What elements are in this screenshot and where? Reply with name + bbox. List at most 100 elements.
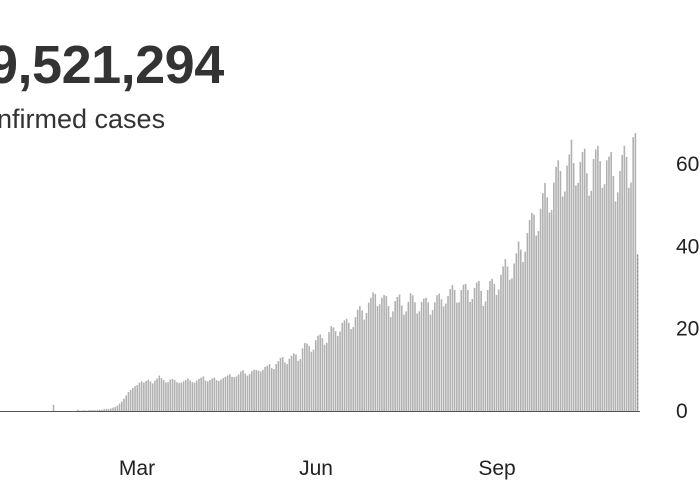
bar — [123, 398, 125, 411]
bar — [526, 233, 529, 411]
bar — [597, 145, 599, 411]
bar — [171, 378, 174, 411]
bar — [339, 331, 341, 411]
bar — [244, 373, 247, 411]
bar — [348, 322, 350, 411]
bar — [94, 410, 97, 411]
bar — [87, 410, 90, 411]
bar — [242, 370, 244, 411]
bar — [497, 289, 500, 411]
bar — [237, 374, 240, 411]
bar — [438, 293, 441, 411]
bar — [484, 301, 487, 411]
bar — [107, 408, 110, 411]
bar — [127, 392, 130, 411]
bar — [592, 159, 595, 411]
bar — [286, 364, 288, 411]
bar — [337, 336, 339, 411]
bar — [290, 355, 293, 411]
bar — [436, 295, 438, 411]
bar — [531, 212, 533, 411]
bar — [317, 335, 319, 411]
bar — [323, 344, 326, 411]
bar — [588, 195, 590, 411]
bar — [226, 375, 229, 411]
bar — [478, 280, 480, 411]
bar — [279, 357, 282, 411]
bar — [209, 380, 211, 411]
bar — [356, 309, 359, 411]
bar — [398, 294, 401, 411]
bar — [220, 379, 222, 411]
bar — [634, 133, 637, 411]
bar — [471, 299, 474, 411]
bar — [308, 345, 310, 411]
bar — [389, 317, 392, 411]
bar — [434, 302, 436, 411]
bar — [621, 154, 623, 411]
bar — [262, 369, 264, 411]
bar — [268, 364, 271, 411]
bar — [427, 302, 429, 411]
bar — [447, 296, 449, 411]
bar — [581, 152, 584, 411]
bar — [495, 294, 498, 411]
bar — [162, 380, 165, 411]
bar — [566, 165, 568, 411]
bar — [504, 259, 507, 411]
bar — [264, 366, 266, 411]
bar — [623, 145, 626, 411]
bar — [372, 292, 374, 411]
bar — [378, 304, 381, 411]
bar — [270, 368, 273, 411]
bar — [464, 283, 467, 411]
bar — [553, 182, 555, 411]
bar — [246, 375, 249, 411]
bar — [147, 379, 150, 411]
bar — [257, 370, 260, 411]
bar — [605, 160, 608, 411]
bar — [367, 302, 370, 411]
bar — [345, 318, 348, 411]
bar — [361, 310, 363, 411]
bar — [341, 322, 344, 411]
bar — [407, 301, 410, 411]
bar — [110, 408, 112, 411]
bar — [420, 301, 423, 411]
bar — [594, 149, 597, 411]
bar — [577, 182, 579, 411]
bar — [546, 197, 549, 411]
bar — [167, 382, 169, 411]
bar — [575, 185, 577, 411]
bar — [548, 212, 551, 411]
bar — [90, 410, 92, 411]
bar — [555, 166, 557, 411]
bar — [363, 319, 366, 411]
bar — [601, 187, 604, 411]
headline-label: nfirmed cases — [0, 104, 166, 134]
bar — [359, 306, 361, 411]
bar — [310, 351, 313, 411]
bar — [528, 219, 531, 411]
bar — [156, 378, 158, 411]
bar — [184, 380, 187, 411]
bar — [182, 381, 185, 411]
bar — [160, 378, 163, 411]
bar — [460, 289, 463, 411]
bar — [158, 375, 161, 411]
bar — [105, 408, 108, 411]
bar — [215, 380, 218, 411]
bar — [343, 320, 346, 411]
bar — [306, 343, 308, 411]
bar — [140, 381, 143, 411]
bar — [469, 301, 471, 411]
bar — [502, 266, 504, 411]
bar — [301, 348, 304, 411]
bar — [173, 380, 176, 411]
bar — [206, 381, 209, 411]
bar — [515, 253, 518, 411]
bar — [295, 354, 297, 411]
bar — [240, 371, 242, 411]
bar — [224, 376, 227, 411]
bar — [284, 362, 286, 411]
